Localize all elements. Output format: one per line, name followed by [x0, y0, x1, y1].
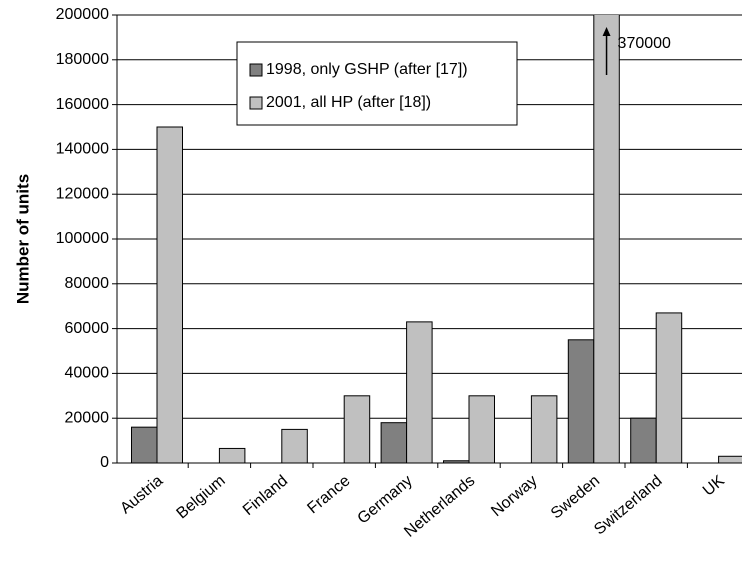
value-label: 370000 [618, 35, 671, 52]
x-tick-label: Germany [355, 472, 416, 527]
bar [630, 417, 657, 464]
y-tick-label: 20000 [65, 409, 110, 426]
legend: 1998, only GSHP (after [17]) 2001, all HP… [236, 41, 518, 126]
annotation-arrowhead [602, 27, 611, 36]
y-tick-label: 0 [100, 454, 109, 471]
bar [281, 428, 308, 464]
bar [406, 321, 433, 464]
bar [718, 455, 742, 464]
bar [131, 426, 158, 464]
x-tick-label: Sweden [548, 472, 603, 522]
x-tick-label: Austria [117, 472, 166, 517]
bar [343, 395, 371, 464]
legend-swatch [249, 96, 263, 110]
x-tick-label: Norway [488, 472, 540, 520]
plot-area [131, 15, 742, 464]
bar [156, 126, 183, 464]
y-tick-label: 40000 [65, 365, 110, 382]
legend-box [236, 41, 518, 126]
x-tick-label: Finland [240, 472, 291, 519]
y-axis-title: Number of units [13, 174, 32, 304]
legend-label: 1998, only GSHP (after [17]) [266, 61, 468, 78]
y-tick-label: 100000 [56, 230, 109, 247]
legend-swatch [249, 63, 263, 77]
bar [530, 395, 558, 464]
y-tick-label: 80000 [65, 275, 110, 292]
bar [655, 312, 683, 464]
y-tick-label: 60000 [65, 320, 110, 337]
bar [218, 447, 246, 464]
y-tick-label: 140000 [56, 141, 109, 158]
y-tick-label: 160000 [56, 96, 109, 113]
y-tick-label: 120000 [56, 185, 109, 202]
bar [468, 395, 495, 464]
bar [567, 339, 595, 464]
x-tick-label: France [304, 472, 353, 517]
y-tick-label: 200000 [56, 6, 109, 23]
x-tick-label: Switzerland [591, 472, 665, 538]
bar [593, 15, 620, 464]
bar [380, 422, 408, 464]
x-tick-label: UK [700, 472, 728, 500]
legend-label: 2001, all HP (after [18]) [266, 94, 431, 111]
y-tick-label: 180000 [56, 51, 109, 68]
x-tick-label: Belgium [173, 472, 228, 522]
